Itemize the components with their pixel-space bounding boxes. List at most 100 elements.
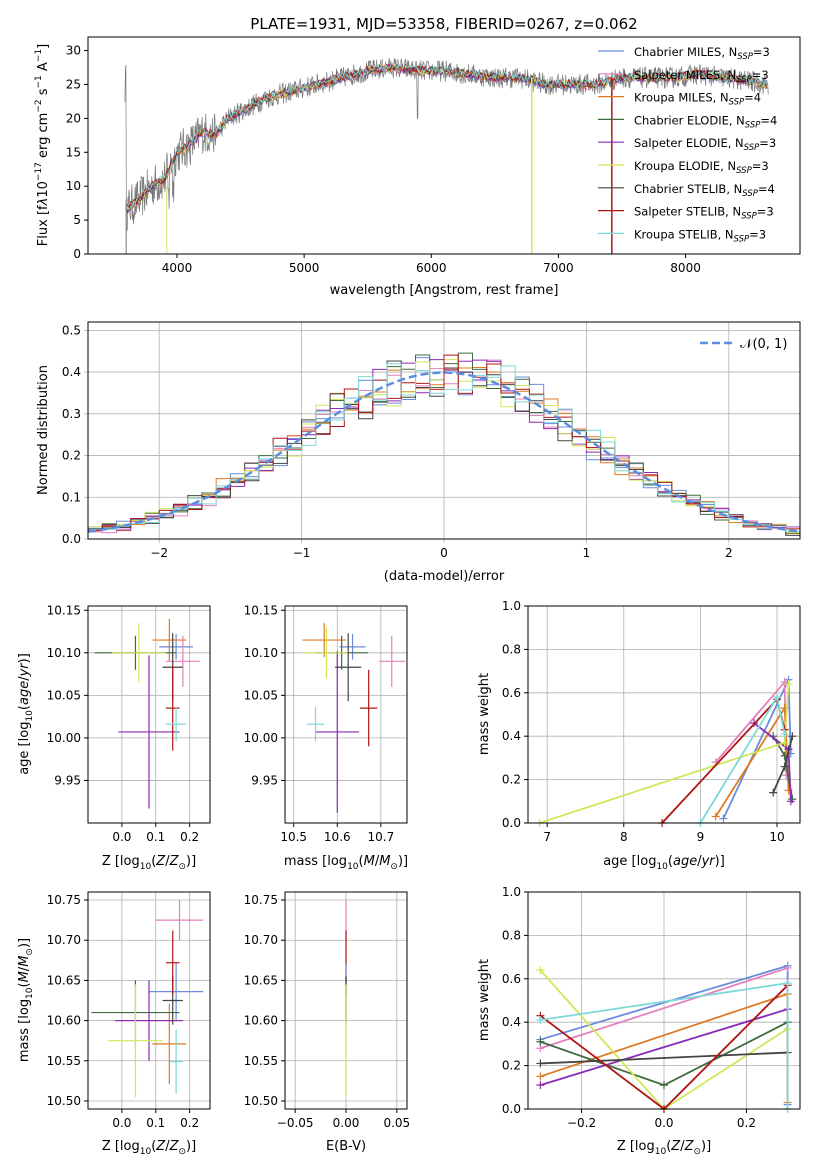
y-tick-label: 20 — [66, 111, 81, 125]
weight-vs-age-panel: 7 8 9 10 0.0 0.2 0.4 0.6 0.8 1.0 — [502, 599, 801, 844]
x-tick-label: 10.6 — [324, 830, 351, 844]
y-tick-label: 10.00 — [47, 731, 81, 745]
x-tick-label: 0.1 — [146, 830, 165, 844]
x-tick-label: 2 — [725, 546, 733, 560]
x-tick-label: 5000 — [289, 261, 320, 275]
x-tick-label: 10 — [769, 830, 784, 844]
y-tick-label: 10.65 — [244, 973, 278, 987]
y-tick-label: 10.70 — [244, 933, 278, 947]
legend-label: Salpeter MILES, NSSP=3 — [634, 68, 769, 85]
residual-histogram-step — [88, 363, 800, 533]
y-tick-label: 0.4 — [62, 365, 81, 379]
y-tick-label: 25 — [66, 77, 81, 91]
y-tick-label: 0 — [73, 247, 81, 261]
mass-vs-metallicity-panel: 0.0 0.1 0.2 10.50 10.55 10.60 10.65 10.70 10.75 — [47, 891, 211, 1130]
x-tick-label: 7 — [543, 830, 551, 844]
x-tick-label: −2 — [150, 546, 168, 560]
wAge-ylabel: mass weight — [477, 673, 492, 755]
y-tick-label: 0.4 — [502, 729, 521, 743]
residuals-panel: −2 −1 0 1 2 0.0 0.1 0.2 0.3 0.4 0.5 𝒩(0, 1) (data-… — [36, 321, 801, 584]
mass-weight-marker — [784, 680, 793, 689]
mass-weight-marker — [536, 1037, 545, 1046]
y-tick-label: 0.6 — [502, 686, 521, 700]
model-spectrum-line — [125, 63, 768, 209]
x-tick-label: 6000 — [416, 261, 447, 275]
legend-label: Chabrier ELODIE, NSSP=4 — [634, 113, 777, 130]
y-tick-label: 0.0 — [502, 816, 521, 830]
x-tick-label: 0.0 — [112, 1116, 131, 1130]
x-tick-label: 0.05 — [383, 1116, 410, 1130]
mass-weight-marker — [711, 812, 720, 821]
y-tick-label: 10.60 — [244, 1014, 278, 1028]
x-tick-label: 0.2 — [180, 830, 199, 844]
x-tick-label: 0.0 — [654, 1116, 673, 1130]
x-tick-label: 0.2 — [737, 1116, 756, 1130]
y-tick-label: 0.3 — [62, 407, 81, 421]
y-tick-label: 10 — [66, 179, 81, 193]
y-tick-label: 0.6 — [502, 972, 521, 986]
ageZ-xlabel: Z [log10(Z/Z⊙)] — [102, 854, 196, 872]
y-tick-label: 0.8 — [502, 928, 521, 942]
y-tick-label: 10.75 — [244, 893, 278, 907]
y-tick-label: 10.15 — [47, 603, 81, 617]
y-tick-label: 10.15 — [244, 603, 278, 617]
mass-weight-marker — [780, 738, 789, 747]
y-tick-label: 0.2 — [502, 773, 521, 787]
x-tick-label: 1 — [583, 546, 591, 560]
mZ-ylabel: mass [log10(M/M⊙)] — [17, 938, 35, 1062]
legend-label: Salpeter STELIB, NSSP=3 — [634, 205, 774, 222]
y-tick-label: 10.50 — [244, 1094, 278, 1108]
axes-frame — [527, 891, 801, 1110]
mass-weight-line — [540, 1051, 788, 1065]
y-tick-label: 10.00 — [244, 731, 278, 745]
x-tick-label: −1 — [293, 546, 311, 560]
chart-title: PLATE=1931, MJD=53358, FIBERID=0267, z=0… — [250, 15, 637, 33]
legend-label: Salpeter ELODIE, NSSP=3 — [634, 136, 776, 153]
mass-weight-marker — [783, 963, 792, 972]
x-tick-label: 7000 — [543, 261, 574, 275]
x-tick-label: 0 — [440, 546, 448, 560]
x-tick-label: 8000 — [670, 261, 701, 275]
legend-label: Kroupa ELODIE, NSSP=3 — [634, 159, 769, 176]
y-tick-label: 10.05 — [244, 688, 278, 702]
mass-weight-line — [540, 1008, 788, 1086]
mZ-xlabel: Z [log10(Z/Z⊙)] — [102, 1139, 196, 1157]
x-tick-label: 0.00 — [333, 1116, 360, 1130]
x-tick-label: −0.05 — [277, 1116, 314, 1130]
mass-weight-marker — [536, 1081, 545, 1090]
y-tick-label: 10.55 — [244, 1054, 278, 1068]
y-tick-label: 1.0 — [502, 599, 521, 613]
y-tick-label: 10.10 — [47, 646, 81, 660]
mass-weight-marker — [719, 814, 728, 823]
mass-weight-marker — [780, 730, 789, 739]
y-tick-label: 0.5 — [62, 323, 81, 337]
legend-label: Chabrier STELIB, NSSP=4 — [634, 182, 775, 199]
model-spectrum-line — [125, 61, 768, 211]
y-tick-label: 10.65 — [47, 973, 81, 987]
mass-weight-marker — [786, 797, 795, 806]
wAge-xlabel: age [log10(age/yr)] — [603, 854, 725, 872]
y-tick-label: 0.2 — [502, 1059, 521, 1073]
x-tick-label: 8 — [620, 830, 628, 844]
y-tick-label: 0.2 — [62, 449, 81, 463]
x-tick-label: 0.1 — [146, 1116, 165, 1130]
mass-weight-marker — [780, 762, 789, 771]
y-tick-label: 0.4 — [502, 1015, 521, 1029]
axes-frame — [284, 891, 408, 1110]
axes-frame — [284, 605, 408, 824]
x-tick-label: 10.7 — [367, 830, 394, 844]
residuals-ylabel: Normed distribution — [36, 365, 51, 495]
y-tick-label: 9.95 — [54, 773, 81, 787]
x-tick-label: 0.2 — [180, 1116, 199, 1130]
mass-weight-marker — [536, 1059, 545, 1068]
axes-frame — [87, 891, 211, 1110]
mE-xlabel: E(B-V) — [326, 1139, 366, 1154]
wZ-ylabel: mass weight — [477, 959, 492, 1041]
y-tick-label: 10.50 — [47, 1094, 81, 1108]
spectrum-xlabel: wavelength [Angstrom, rest frame] — [330, 283, 559, 298]
axes-frame — [527, 605, 801, 824]
weight-vs-metallicity-panel: −0.2 0.0 0.2 0.0 0.2 0.4 0.6 0.8 1.0 — [502, 885, 801, 1130]
y-tick-label: 1.0 — [502, 885, 521, 899]
spectrum-ylabel: Flux [fλ10−17 erg cm−2 s−1 A−1] — [34, 44, 51, 246]
